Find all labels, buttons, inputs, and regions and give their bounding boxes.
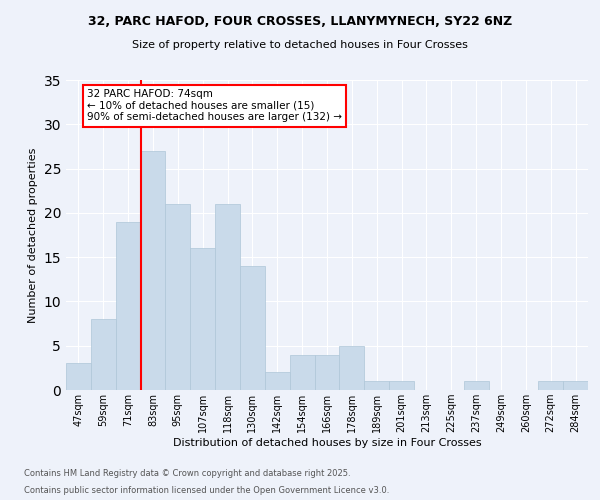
- Bar: [389, 381, 414, 390]
- Bar: [116, 222, 140, 390]
- Bar: [364, 381, 389, 390]
- X-axis label: Distribution of detached houses by size in Four Crosses: Distribution of detached houses by size …: [173, 438, 481, 448]
- Bar: [265, 372, 290, 390]
- Text: Contains public sector information licensed under the Open Government Licence v3: Contains public sector information licen…: [24, 486, 389, 495]
- Bar: [538, 381, 563, 390]
- Bar: [190, 248, 215, 390]
- Bar: [464, 381, 488, 390]
- Bar: [240, 266, 265, 390]
- Bar: [314, 354, 340, 390]
- Bar: [340, 346, 364, 390]
- Bar: [66, 364, 91, 390]
- Text: 32, PARC HAFOD, FOUR CROSSES, LLANYMYNECH, SY22 6NZ: 32, PARC HAFOD, FOUR CROSSES, LLANYMYNEC…: [88, 15, 512, 28]
- Bar: [91, 319, 116, 390]
- Bar: [290, 354, 314, 390]
- Bar: [166, 204, 190, 390]
- Bar: [215, 204, 240, 390]
- Bar: [563, 381, 588, 390]
- Text: Contains HM Land Registry data © Crown copyright and database right 2025.: Contains HM Land Registry data © Crown c…: [24, 468, 350, 477]
- Text: 32 PARC HAFOD: 74sqm
← 10% of detached houses are smaller (15)
90% of semi-detac: 32 PARC HAFOD: 74sqm ← 10% of detached h…: [87, 90, 342, 122]
- Text: Size of property relative to detached houses in Four Crosses: Size of property relative to detached ho…: [132, 40, 468, 50]
- Bar: [140, 151, 166, 390]
- Y-axis label: Number of detached properties: Number of detached properties: [28, 148, 38, 322]
